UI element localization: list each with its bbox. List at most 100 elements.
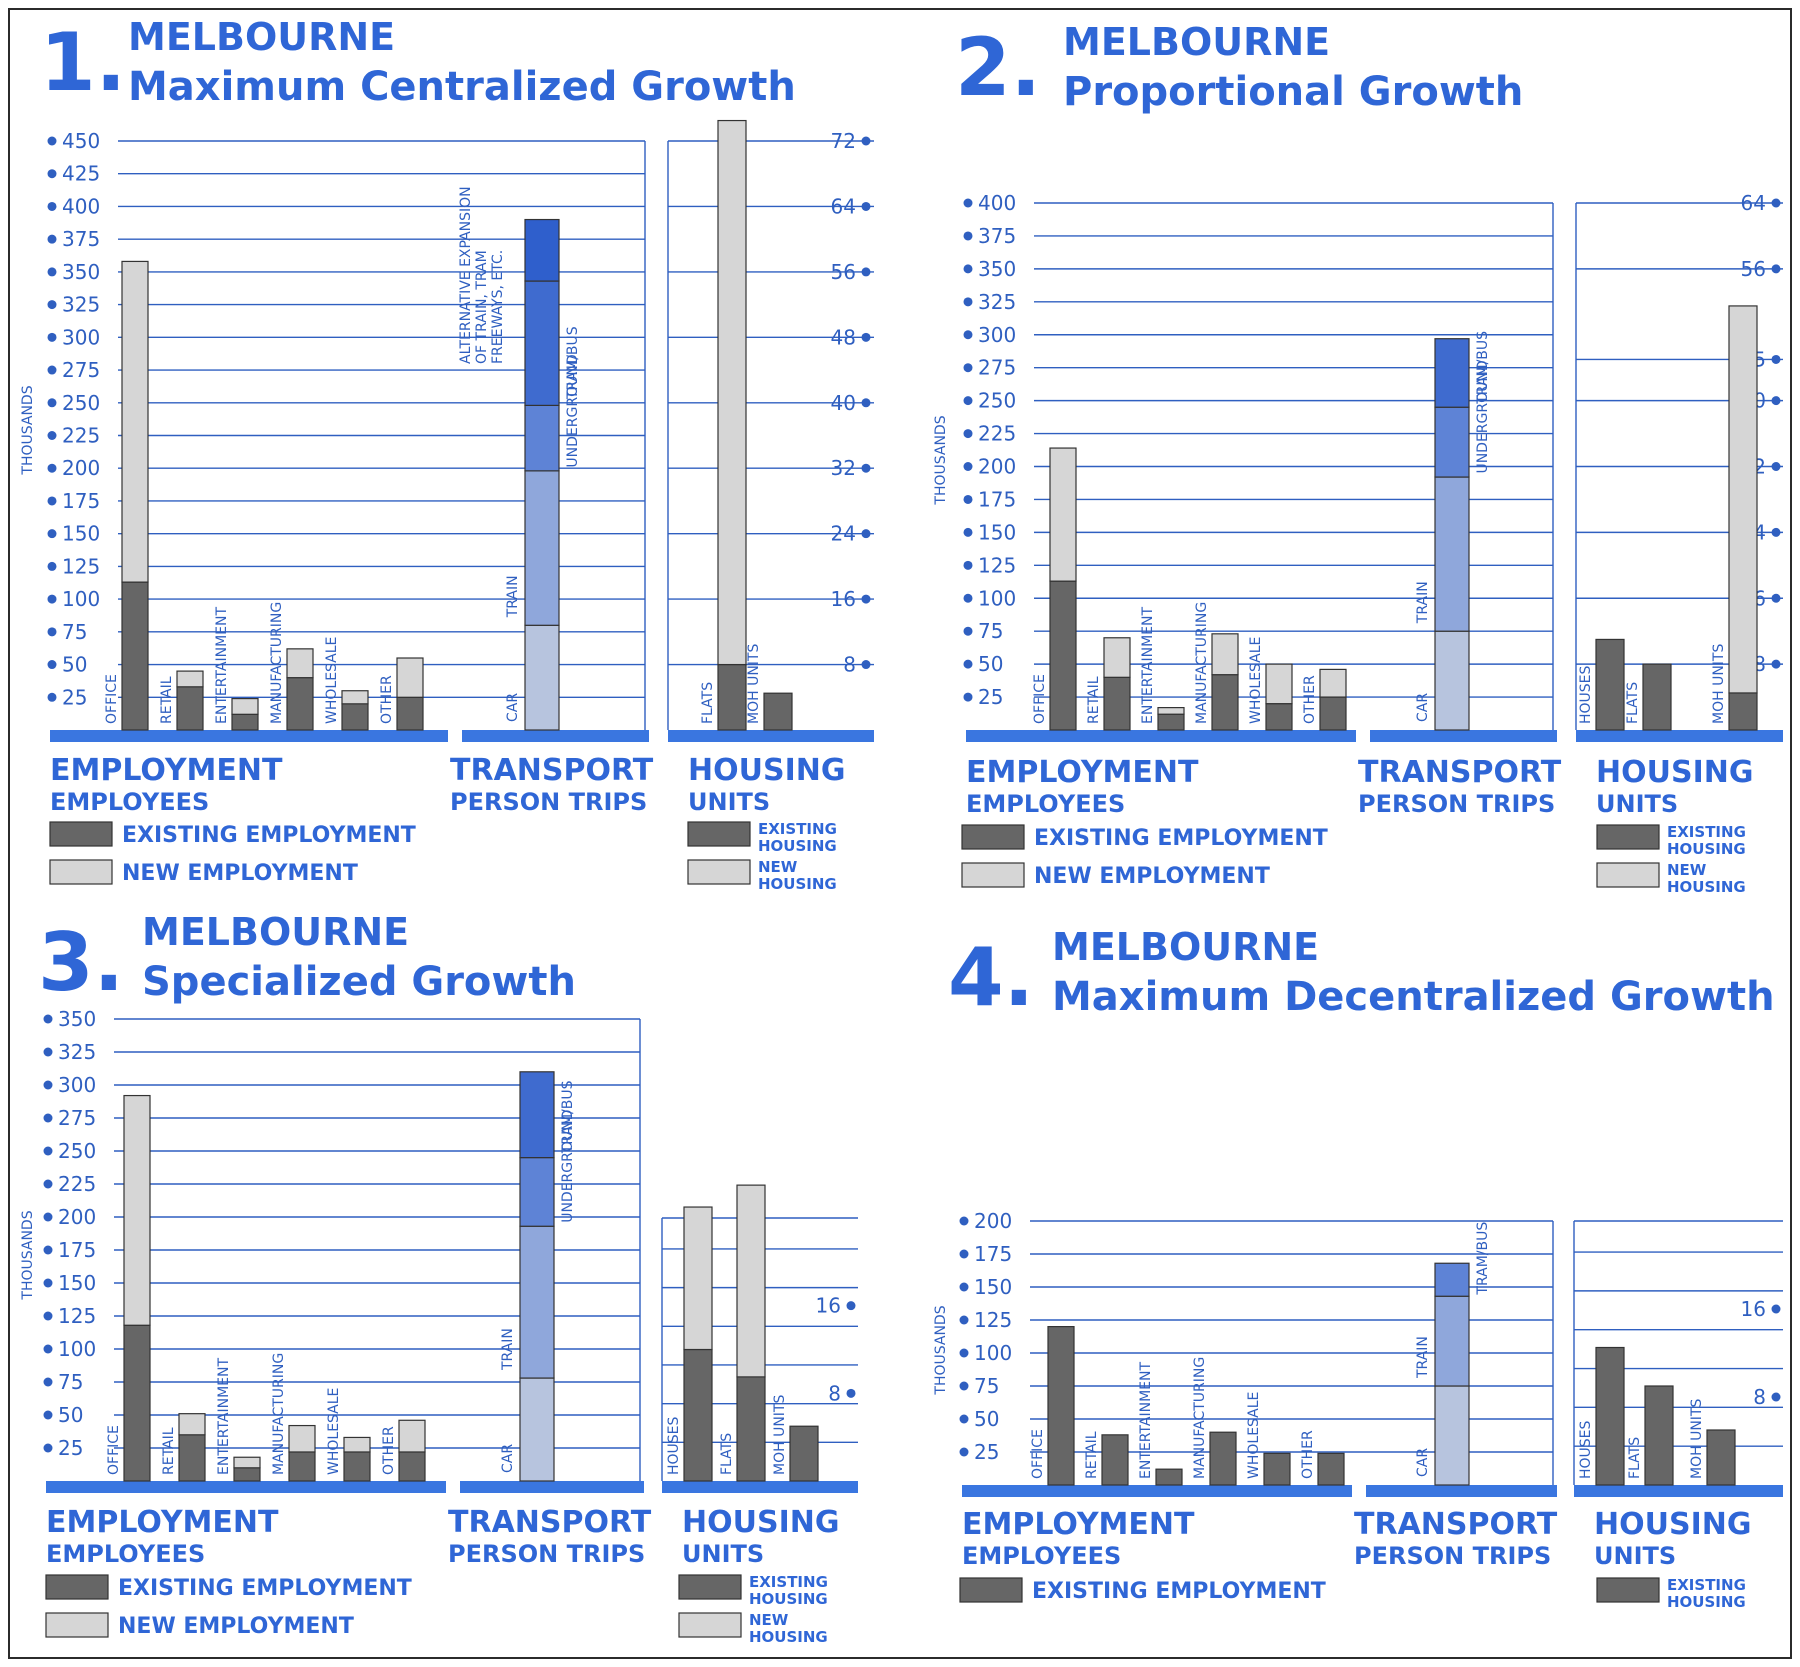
employment-tick-label: 225 xyxy=(978,422,1016,446)
tick-dot xyxy=(43,1080,53,1090)
chart-panel-4: 4. MELBOURNE Maximum Decentralized Growth T… xyxy=(933,925,1783,1611)
tick-dot xyxy=(43,1377,53,1387)
tick-dot xyxy=(47,365,57,375)
existing-employment-bar xyxy=(286,677,314,731)
legend-swatch xyxy=(49,859,113,885)
chart-number: 3. xyxy=(38,916,124,1009)
chart-panel-3: 3. MELBOURNE Specialized Growth THOUSANDS 25… xyxy=(20,910,858,1646)
employment-tick-label: 150 xyxy=(58,1271,96,1295)
legend-label: NEW EMPLOYMENT xyxy=(118,1614,354,1639)
transport-group-subtitle: PERSON TRIPS xyxy=(448,1540,645,1568)
housing-category-label: MOH UNITS xyxy=(1711,644,1727,724)
existing-housing-bar xyxy=(717,663,747,731)
tick-dot xyxy=(1771,527,1781,537)
new-employment-bar xyxy=(123,1094,151,1326)
legend-swatch xyxy=(45,1612,109,1638)
housing-group-title: HOUSING xyxy=(688,753,845,788)
tick-dot xyxy=(963,494,973,504)
transport-segment-bar xyxy=(1434,1262,1470,1297)
transport-annotation: FREEWAYS, ETC. xyxy=(490,250,506,364)
transport-group-subtitle: PERSON TRIPS xyxy=(450,788,647,816)
transport-segment-bar xyxy=(519,1156,555,1227)
housing-tick-label: 72 xyxy=(831,129,856,153)
tick-dot xyxy=(959,1348,969,1358)
employment-tick-label: 175 xyxy=(58,1238,96,1262)
new-employment-bar xyxy=(1319,668,1347,698)
chart-title: MELBOURNE xyxy=(1063,20,1330,64)
existing-housing-bar xyxy=(683,1348,713,1482)
housing-baseline xyxy=(668,730,874,742)
housing-tick-label: 16 xyxy=(1741,1297,1766,1321)
employment-group-subtitle: EMPLOYEES xyxy=(46,1540,205,1568)
housing-legend-swatch xyxy=(678,1612,742,1638)
existing-employment-bar xyxy=(1047,1325,1075,1486)
existing-housing-bar xyxy=(1644,1385,1674,1486)
existing-employment-bar xyxy=(178,1434,206,1482)
tick-dot xyxy=(47,561,57,571)
employment-tick-label: 325 xyxy=(58,1040,96,1064)
housing-legend-label: NEW xyxy=(749,1611,789,1629)
transport-segment-bar xyxy=(524,280,560,406)
employment-tick-label: 25 xyxy=(58,1436,83,1460)
chart-subtitle: Maximum Centralized Growth xyxy=(128,64,796,110)
existing-housing-bar xyxy=(1642,663,1672,731)
tick-dot xyxy=(846,1301,856,1311)
existing-employment-bar xyxy=(1103,676,1131,731)
tick-dot xyxy=(959,1414,969,1424)
new-employment-bar xyxy=(233,1456,261,1469)
tick-dot xyxy=(47,332,57,342)
housing-category-label: MOH UNITS xyxy=(772,1395,788,1475)
employment-category-label: RETAIL xyxy=(1086,676,1102,724)
employment-tick-label: 100 xyxy=(978,586,1016,610)
employment-tick-label: 250 xyxy=(58,1139,96,1163)
new-employment-bar xyxy=(343,1436,371,1453)
tick-dot xyxy=(43,1410,53,1420)
tick-dot xyxy=(963,692,973,702)
legend-swatch xyxy=(45,1574,109,1600)
employment-tick-label: 300 xyxy=(978,323,1016,347)
transport-segment-bar xyxy=(519,1377,555,1482)
transport-group-subtitle: PERSON TRIPS xyxy=(1358,790,1555,818)
employment-tick-label: 200 xyxy=(62,456,100,480)
existing-housing-bar xyxy=(763,692,793,731)
transport-segment-label: CAR xyxy=(500,1444,516,1473)
tick-dot xyxy=(47,398,57,408)
employment-tick-label: 450 xyxy=(62,129,100,153)
new-employment-bar xyxy=(341,690,369,705)
housing-legend-label: NEW xyxy=(758,858,798,876)
tick-dot xyxy=(43,1311,53,1321)
transport-baseline xyxy=(1366,1485,1557,1497)
transport-segment-label: TRAIN xyxy=(500,1328,516,1371)
housing-legend-swatch xyxy=(687,821,751,847)
tick-dot xyxy=(963,527,973,537)
page-border xyxy=(8,8,1792,1659)
existing-employment-bar xyxy=(1155,1468,1183,1486)
tick-dot xyxy=(963,396,973,406)
legend-label: EXISTING EMPLOYMENT xyxy=(118,1576,412,1601)
employment-group-subtitle: EMPLOYEES xyxy=(966,790,1125,818)
employment-group-title: EMPLOYMENT xyxy=(962,1507,1195,1542)
housing-category-label: HOUSES xyxy=(1578,665,1594,724)
housing-category-label: FLATS xyxy=(719,1433,735,1475)
employment-tick-label: 125 xyxy=(58,1304,96,1328)
tick-dot xyxy=(43,1146,53,1156)
housing-legend-label: HOUSING xyxy=(749,1628,828,1646)
transport-segment-bar xyxy=(1434,1385,1470,1486)
existing-housing-bar xyxy=(1595,1346,1625,1486)
tick-dot xyxy=(959,1282,969,1292)
employment-tick-label: 350 xyxy=(58,1007,96,1031)
existing-employment-bar xyxy=(1209,1431,1237,1486)
new-housing-bar xyxy=(736,1184,766,1378)
chart-title: MELBOURNE xyxy=(128,15,395,59)
employment-tick-label: 250 xyxy=(62,391,100,415)
housing-legend-swatch xyxy=(687,859,751,885)
employment-tick-label: 200 xyxy=(974,1209,1012,1233)
existing-employment-bar xyxy=(396,696,424,731)
employment-category-label: WHOLESALE xyxy=(324,637,340,724)
employment-tick-label: 425 xyxy=(62,162,100,186)
new-housing-bar xyxy=(683,1206,713,1351)
employment-tick-label: 275 xyxy=(978,356,1016,380)
employment-tick-label: 350 xyxy=(978,257,1016,281)
employment-tick-label: 125 xyxy=(978,553,1016,577)
